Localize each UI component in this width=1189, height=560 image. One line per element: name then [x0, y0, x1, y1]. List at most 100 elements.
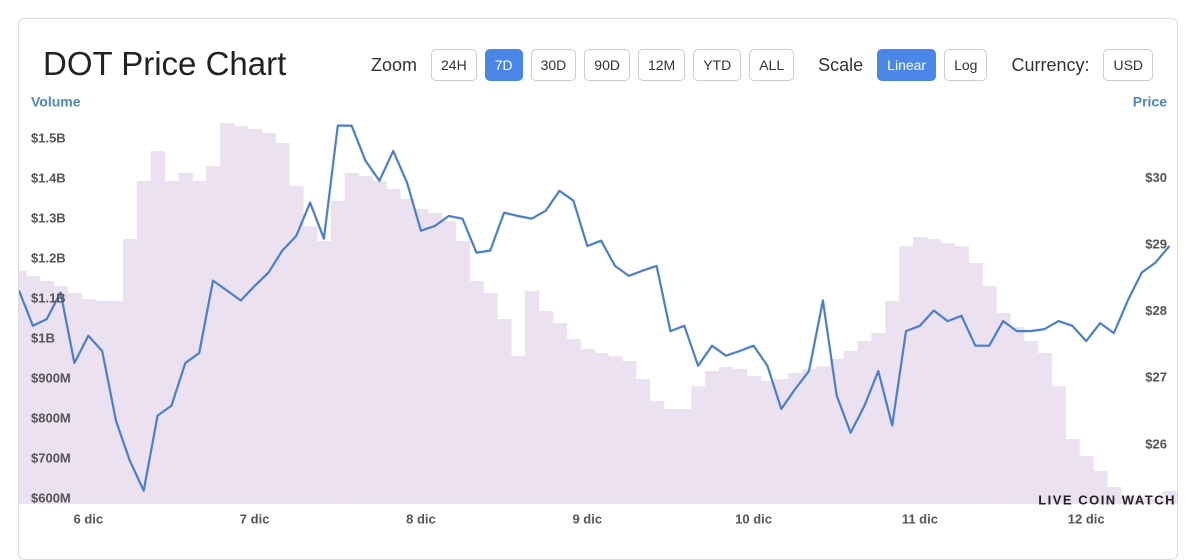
- volume-bar: [1051, 386, 1066, 504]
- scale-label: Scale: [818, 54, 864, 75]
- zoom-button[interactable]: 7D: [484, 49, 523, 81]
- watermark: LIVE COIN WATCH: [1038, 492, 1176, 507]
- zoom-button[interactable]: 12M: [637, 49, 686, 81]
- y-tick-label: $1B: [31, 330, 55, 345]
- y-tick-label: $1.5B: [31, 130, 66, 145]
- volume-bar: [608, 356, 623, 504]
- y-tick-label: $700M: [31, 450, 71, 465]
- chart: Volume Price $600M $700M $800M $900M $1B $1.1B $…: [19, 94, 1177, 526]
- volume-bar: [663, 409, 678, 504]
- zoom-group: 24H 7D 30D 90D 12M YTD ALL: [431, 49, 795, 81]
- x-tick-label: 6 dic: [73, 511, 103, 526]
- volume-bar: [815, 366, 831, 504]
- volume-bar: [95, 301, 110, 504]
- volume-bar: [1023, 341, 1039, 504]
- volume-bar: [899, 246, 914, 504]
- volume-bar: [178, 173, 193, 504]
- volume-bar: [497, 319, 512, 504]
- volume-bar: [677, 409, 692, 504]
- volume-bar: [1037, 353, 1053, 504]
- volume-bar: [275, 143, 290, 504]
- volume-bar: [441, 221, 457, 504]
- volume-bar: [829, 359, 845, 504]
- volume-bar: [649, 401, 664, 504]
- y2-tick-label: $30: [1145, 170, 1167, 185]
- volume-bar: [788, 373, 803, 504]
- volume-bar: [996, 313, 1011, 504]
- volume-bar: [53, 286, 69, 504]
- chart-card: Volume Price $600M $700M $800M $900M $1B $1.1B $…: [18, 18, 1178, 560]
- x-tick-label: 7 dic: [240, 511, 270, 526]
- volume-bar: [912, 237, 928, 504]
- volume-bar: [718, 367, 734, 504]
- volume-bar: [746, 376, 762, 504]
- y2-tick-label: $28: [1145, 303, 1167, 318]
- zoom-button[interactable]: 24H: [431, 49, 477, 81]
- y-tick-label: $1.1B: [31, 290, 66, 305]
- volume-bar: [691, 386, 706, 504]
- volume-bar: [705, 371, 720, 504]
- x-tick-label: 9 dic: [572, 511, 602, 526]
- volume-bar: [400, 199, 415, 504]
- y2-tick-label: $27: [1145, 370, 1167, 385]
- chart-title: DOT Price Chart: [43, 45, 287, 82]
- currency-button[interactable]: USD: [1103, 49, 1154, 81]
- x-tick-label: 12 dic: [1068, 511, 1105, 526]
- y2-axis-title: Price: [1133, 94, 1167, 110]
- volume-bar: [1162, 491, 1177, 504]
- volume-bar: [386, 189, 401, 504]
- scale-button[interactable]: Linear: [877, 49, 937, 81]
- volume-bar: [774, 379, 789, 504]
- volume-bar: [635, 379, 651, 504]
- volume-bar: [538, 311, 554, 504]
- volume-bar: [427, 213, 443, 504]
- volume-bar: [566, 339, 581, 504]
- volume-bar: [940, 243, 956, 504]
- volume-bar: [233, 126, 249, 504]
- volume-bar: [19, 271, 27, 504]
- zoom-button[interactable]: YTD: [693, 49, 742, 81]
- page: {"header": {"title": "DOT Price Chart", …: [18, 18, 1178, 560]
- volume-bar: [871, 333, 886, 504]
- scale-button[interactable]: Log: [944, 49, 988, 81]
- volume-bar: [982, 286, 997, 504]
- volume-bar: [289, 186, 304, 504]
- volume-bar: [1148, 499, 1163, 504]
- zoom-button[interactable]: ALL: [749, 49, 795, 81]
- volume-bar: [122, 239, 138, 504]
- volume-bar: [109, 301, 124, 504]
- volume-bar: [1107, 487, 1122, 504]
- volume-bar: [469, 281, 484, 504]
- volume-bar: [303, 226, 318, 504]
- volume-bar: [511, 356, 526, 504]
- volume-bar: [843, 351, 859, 504]
- price-line: [19, 124, 1171, 492]
- volume-bar: [455, 241, 470, 504]
- volume-bar: [81, 299, 96, 504]
- volume-bar: [1009, 327, 1025, 504]
- zoom-button[interactable]: 30D: [530, 49, 577, 81]
- volume-bar: [621, 361, 637, 504]
- volume-bar: [802, 369, 817, 504]
- x-tick-label: 8 dic: [406, 511, 436, 526]
- volume-bar: [247, 129, 263, 504]
- volume-bar: [192, 181, 207, 504]
- volume-bar: [580, 349, 595, 504]
- zoom-button[interactable]: 90D: [584, 49, 630, 81]
- volume-bar: [954, 246, 969, 504]
- volume-bar: [1134, 498, 1150, 504]
- volume-bar: [594, 353, 609, 504]
- volume-bar: [261, 133, 276, 504]
- volume-bar: [330, 201, 346, 504]
- y2-tick-label: $29: [1145, 237, 1167, 252]
- volume-bar: [136, 181, 152, 504]
- volume-bar: [25, 276, 41, 504]
- volume-bar: [483, 293, 498, 504]
- y-axis-title: Volume: [31, 94, 81, 110]
- volume-bar: [316, 241, 332, 504]
- scale-group: Linear Log: [877, 49, 988, 81]
- volume-bar: [164, 181, 179, 504]
- volume-bar: [1120, 496, 1136, 504]
- volume-bar: [524, 291, 540, 504]
- volume-bar: [39, 281, 55, 504]
